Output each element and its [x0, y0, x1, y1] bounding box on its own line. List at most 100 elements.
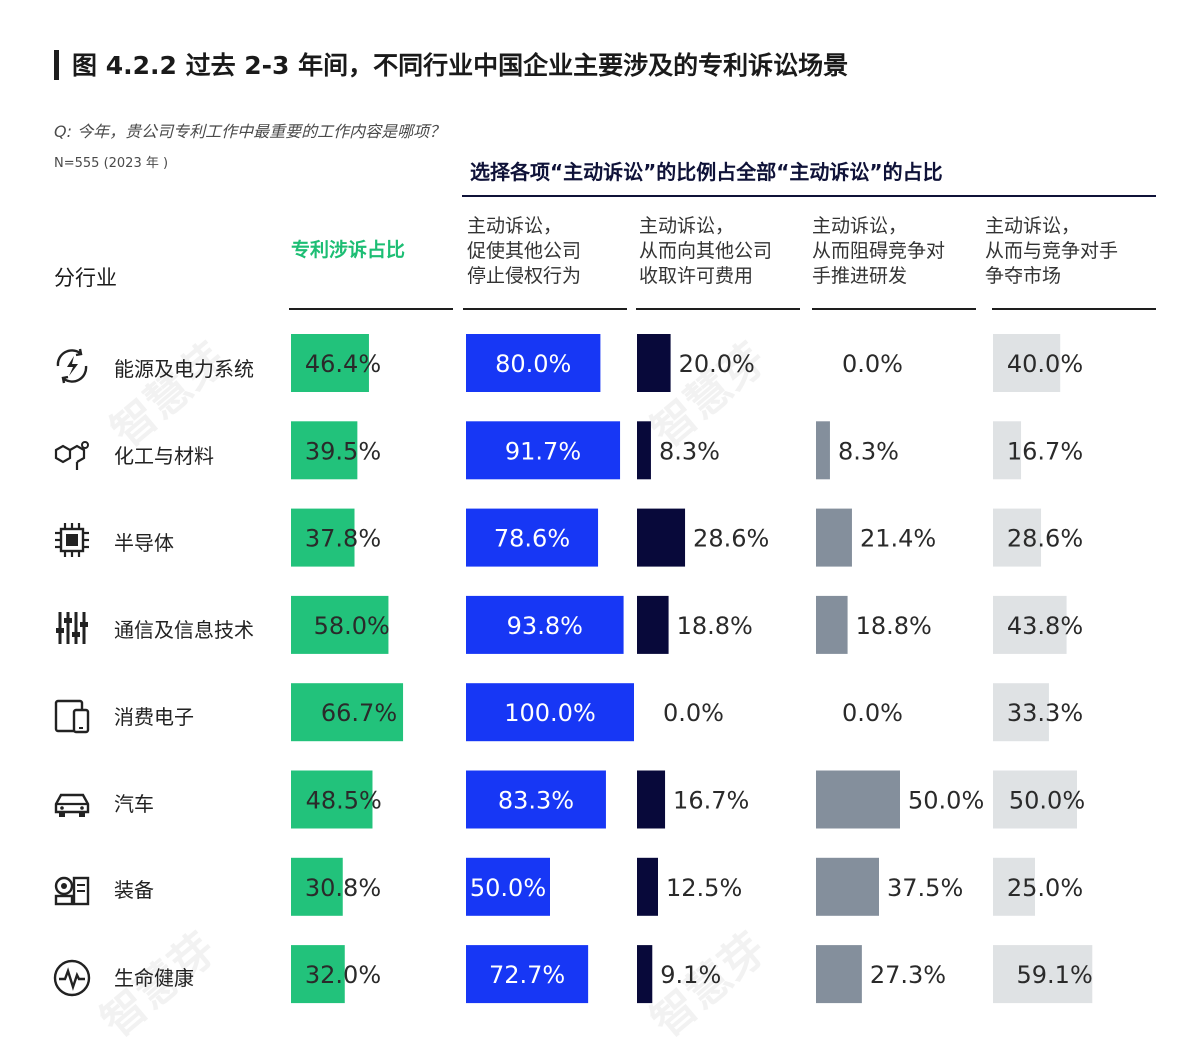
data-label-market: 59.1%	[1017, 961, 1093, 989]
title-accent-bar	[54, 50, 59, 80]
data-label-market: 25.0%	[1007, 874, 1083, 902]
data-label-block: 8.3%	[838, 437, 899, 465]
sliders-icon	[56, 612, 88, 644]
industry-label: 消费电子	[114, 705, 194, 729]
data-label-market: 50.0%	[1009, 787, 1085, 815]
data-label-share: 66.7%	[321, 699, 397, 727]
bar-block	[816, 770, 900, 829]
group-header-rule	[462, 195, 1156, 197]
bar-stop	[466, 334, 601, 392]
industry-column-header: 分行业	[54, 266, 117, 290]
data-label-market: 43.8%	[1007, 612, 1083, 640]
data-label-stop: 100.0%	[504, 699, 596, 727]
bar-share	[291, 334, 369, 392]
data-label-share: 58.0%	[314, 612, 390, 640]
bar-market	[993, 595, 1067, 654]
heartbeat-icon	[53, 959, 91, 997]
bar-market	[993, 857, 1035, 916]
data-label-market: 33.3%	[1007, 699, 1083, 727]
column-rule-stop	[463, 308, 627, 310]
bar-block	[816, 508, 852, 567]
data-label-license: 16.7%	[673, 787, 749, 815]
data-label-block: 27.3%	[870, 961, 946, 989]
lightning-cycle-icon	[56, 348, 88, 384]
bar-license	[637, 857, 658, 916]
chip-icon	[55, 523, 89, 557]
bar-market	[993, 683, 1049, 742]
bar-stop	[466, 770, 606, 829]
bar-share	[291, 508, 355, 567]
bar-market	[993, 508, 1042, 567]
bar-stop	[466, 595, 624, 654]
data-label-block: 0.0%	[842, 350, 903, 378]
column-rule-share	[289, 308, 453, 310]
survey-question: Q: 今年，贵公司专利工作中最重要的工作内容是哪项？	[54, 122, 446, 141]
data-label-share: 30.8%	[305, 874, 381, 902]
bar-share	[291, 595, 389, 654]
bar-license	[637, 421, 651, 480]
bar-stop	[466, 945, 589, 1004]
bar-market	[993, 421, 1022, 480]
data-label-license: 20.0%	[679, 350, 755, 378]
bar-stop	[466, 421, 621, 480]
data-label-license: 9.1%	[660, 961, 721, 989]
column-rule-market	[992, 308, 1156, 310]
bar-share	[291, 683, 404, 742]
bar-market	[993, 770, 1077, 829]
data-label-share: 39.5%	[305, 437, 381, 465]
bar-license	[637, 945, 653, 1004]
data-label-block: 37.5%	[887, 874, 963, 902]
equipment-icon	[54, 876, 90, 906]
data-label-stop: 78.6%	[494, 525, 570, 553]
column-header-share: 专利涉诉占比	[291, 239, 406, 261]
data-label-share: 46.4%	[305, 350, 381, 378]
bar-license	[637, 595, 669, 654]
bar-block	[816, 421, 830, 480]
industry-label: 通信及信息技术	[114, 618, 254, 642]
data-label-block: 18.8%	[856, 612, 932, 640]
sample-size: N=555 (2023 年 )	[54, 156, 169, 171]
data-label-market: 40.0%	[1007, 350, 1083, 378]
molecule-icon	[54, 441, 89, 470]
industry-label: 半导体	[114, 531, 174, 555]
data-label-stop: 93.8%	[507, 612, 583, 640]
column-header-stop: 主动诉讼， 促使其他公司 停止侵权行为	[467, 215, 582, 287]
group-header: 选择各项“主动诉讼”的比例占全部“主动诉讼”的占比	[470, 160, 943, 184]
devices-icon	[54, 699, 90, 734]
bar-license	[637, 770, 666, 829]
data-label-stop: 80.0%	[495, 350, 571, 378]
bar-share	[291, 770, 373, 829]
industry-label: 汽车	[114, 792, 154, 816]
industry-label: 化工与材料	[114, 444, 214, 468]
data-label-license: 28.6%	[693, 525, 769, 553]
column-rule-block	[812, 308, 976, 310]
data-label-share: 37.8%	[305, 525, 381, 553]
data-label-share: 48.5%	[306, 787, 382, 815]
data-label-license: 0.0%	[663, 699, 724, 727]
bar-license	[637, 334, 671, 392]
bar-market	[993, 945, 1093, 1004]
bar-block	[816, 595, 848, 654]
data-label-stop: 50.0%	[470, 874, 546, 902]
bar-stop	[466, 857, 550, 916]
data-label-license: 12.5%	[666, 874, 742, 902]
bar-share	[291, 857, 343, 916]
industry-label: 装备	[114, 878, 154, 902]
data-label-stop: 83.3%	[498, 787, 574, 815]
bar-share	[291, 421, 358, 480]
column-header-market: 主动诉讼， 从而与竞争对手 争夺市场	[985, 215, 1119, 287]
data-label-market: 16.7%	[1007, 437, 1083, 465]
data-label-stop: 91.7%	[505, 437, 581, 465]
column-rule-license	[636, 308, 800, 310]
column-header-block: 主动诉讼， 从而阻碍竞争对 手推进研发	[812, 215, 946, 287]
data-label-block: 50.0%	[908, 787, 984, 815]
industry-label: 生命健康	[114, 966, 194, 990]
data-label-share: 32.0%	[305, 961, 381, 989]
data-label-block: 21.4%	[860, 525, 936, 553]
chart-title: 图 4.2.2 过去 2-3 年间，不同行业中国企业主要涉及的专利诉讼场景	[72, 51, 849, 80]
column-header-license: 主动诉讼， 从而向其他公司 收取许可费用	[639, 215, 773, 287]
data-label-block: 0.0%	[842, 699, 903, 727]
data-label-license: 8.3%	[659, 437, 720, 465]
bar-stop	[466, 683, 634, 742]
